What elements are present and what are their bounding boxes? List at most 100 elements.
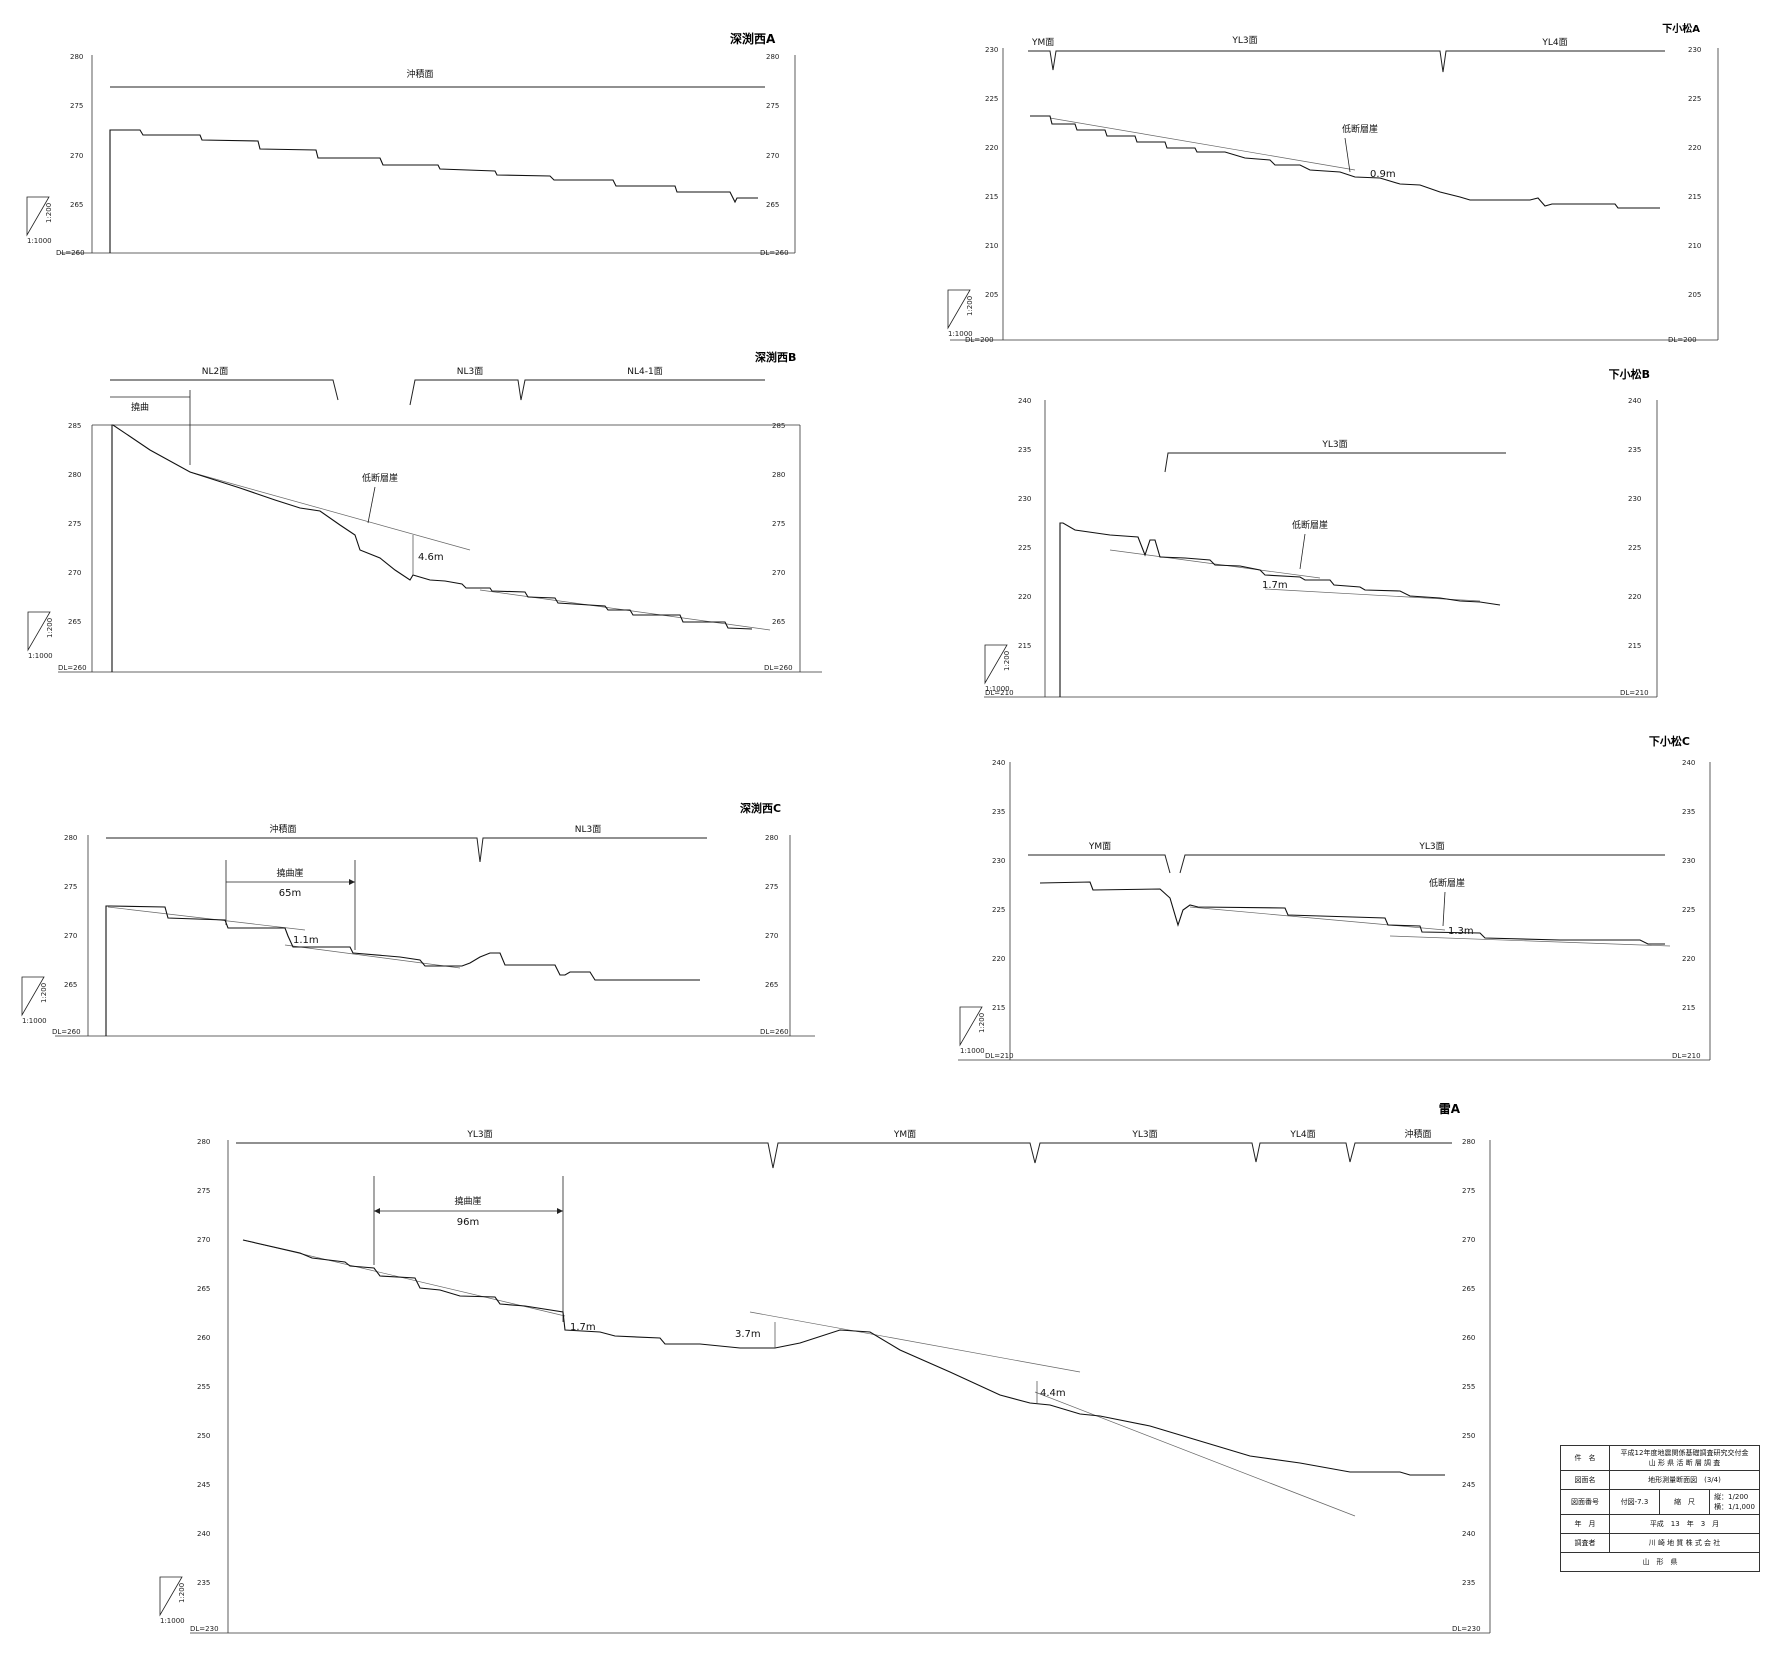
tick-label: 240	[1628, 397, 1641, 405]
datum-label: DL=210	[1620, 689, 1649, 697]
tick-label: 265	[765, 981, 778, 989]
profile-shimokomatsu-a: 下小松A 230 225 220 215 210 205 230 225 220…	[947, 22, 1719, 344]
surface-label: NL2面	[202, 366, 228, 377]
surveyor-value: 川 崎 地 質 株 式 会 社	[1648, 1539, 1721, 1547]
tick-label: 230	[992, 857, 1005, 865]
number-scale-cell: 付図-7.3 縮 尺 縦：1/200 横：1/1,000	[1610, 1490, 1759, 1514]
fault-scarp-label: 低断層崖	[1292, 519, 1328, 531]
tick-label: 260	[1462, 1334, 1475, 1342]
offset-label: 1.7m	[1262, 580, 1288, 591]
fault-extension-line	[1109, 549, 1321, 579]
fault-extension-line	[189, 471, 471, 551]
datum-label: DL=260	[52, 1028, 81, 1036]
ground-profile	[109, 129, 758, 253]
surface-label: YL4面	[1289, 1129, 1315, 1140]
surface-label: YL4面	[1541, 37, 1567, 48]
profile-title: 下小松A	[1662, 22, 1700, 35]
surface-label: YM面	[1088, 841, 1111, 852]
scale-triangle-icon: 1:200 1:1000	[27, 611, 54, 660]
surface-label: NL3面	[457, 366, 483, 377]
y-axis-ticks: 240 235 230 225 220 215 240 235 230 225 …	[1018, 397, 1641, 650]
annotation-arrow	[1442, 891, 1446, 927]
flexure-label: 撓曲崖	[276, 867, 303, 879]
tick-label: 265	[1462, 1285, 1475, 1293]
surface-label: YL3面	[1321, 439, 1347, 450]
surface-label: YL3面	[466, 1129, 492, 1140]
tick-label: 215	[985, 193, 998, 201]
surface-label: YL3面	[1418, 841, 1444, 852]
tick-label: 225	[1018, 544, 1031, 552]
tick-label: 280	[68, 471, 81, 479]
drawing-value: 地形測量断面図 (3/4)	[1648, 1476, 1721, 1484]
y-axis-ticks: 280 275 270 265 260 255 250 245 240 235 …	[197, 1138, 1475, 1587]
profile-title: 下小松C	[1649, 734, 1690, 748]
y-axis-ticks: 280 275 270 265 280 275 270 265	[64, 834, 778, 989]
client-value: 山 形 県	[1642, 1558, 1678, 1566]
tick-label: 225	[1628, 544, 1641, 552]
tick-label: 265	[197, 1285, 210, 1293]
tick-label: 250	[197, 1432, 210, 1440]
datum-label: DL=260	[760, 1028, 789, 1036]
fault-extension-line	[107, 906, 306, 931]
scale-triangle-icon: 1:200 1:1000	[159, 1576, 186, 1625]
tick-label: 285	[68, 422, 81, 430]
flexure-label: 撓曲崖	[454, 1195, 481, 1207]
tick-label: 230	[1018, 495, 1031, 503]
dimension-label: 65m	[279, 888, 301, 899]
tick-label: 275	[772, 520, 785, 528]
surface-line	[110, 379, 339, 401]
tick-label: 235	[1018, 446, 1031, 454]
tick-label: 230	[985, 46, 998, 54]
tick-label: 225	[1688, 95, 1701, 103]
profile-title: 深渕西B	[755, 350, 796, 364]
tick-label: 215	[1018, 642, 1031, 650]
arrowhead-icon	[557, 1208, 563, 1214]
title-block-row-drawing: 図面名 地形測量断面図 (3/4)	[1561, 1471, 1759, 1490]
date-value: 平成 13 年 3 月	[1649, 1520, 1720, 1528]
tick-label: 240	[197, 1530, 210, 1538]
y-axis-ticks: 230 225 220 215 210 205 230 225 220 215 …	[985, 46, 1701, 299]
surface-label: YM面	[1031, 37, 1054, 48]
tick-label: 220	[1018, 593, 1031, 601]
tick-label: 215	[1688, 193, 1701, 201]
tick-label: 275	[765, 883, 778, 891]
surface-line	[1179, 854, 1665, 874]
tick-label: 280	[765, 834, 778, 842]
horizontal-scale-label: 1:1000	[27, 237, 52, 245]
tick-label: 270	[765, 932, 778, 940]
project-label: 件 名	[1561, 1446, 1610, 1470]
vertical-scale-label: 1:200	[45, 203, 53, 223]
tick-label: 275	[766, 102, 779, 110]
profile-shimokomatsu-c: 下小松C 240 235 230 225 220 215 240 235 230…	[958, 734, 1711, 1061]
tick-label: 220	[985, 144, 998, 152]
offset-label: 0.9m	[1370, 169, 1396, 180]
title-block-row-date: 年 月 平成 13 年 3 月	[1561, 1515, 1759, 1534]
tick-label: 280	[70, 53, 83, 61]
tick-label: 220	[1688, 144, 1701, 152]
project-value: 平成12年度地震関係基礎調査研究交付金 山 形 県 活 断 層 調 査	[1620, 1449, 1749, 1467]
tick-label: 220	[1682, 955, 1695, 963]
tick-label: 230	[1628, 495, 1641, 503]
surface-line	[1028, 854, 1171, 874]
fault-extension-line	[1034, 1391, 1356, 1517]
drawing-label: 図面名	[1561, 1471, 1610, 1489]
datum-label: DL=260	[764, 664, 793, 672]
ground-profile	[1030, 115, 1660, 209]
tick-label: 240	[1462, 1530, 1475, 1538]
tick-label: 225	[992, 906, 1005, 914]
tick-label: 245	[1462, 1481, 1475, 1489]
tick-label: 270	[1462, 1236, 1475, 1244]
profile-title: 下小松B	[1609, 367, 1650, 381]
tick-label: 245	[197, 1481, 210, 1489]
offset-label: 4.6m	[418, 552, 444, 563]
profile-fukabuchi-nishi-c: 深渕西C 280 275 270 265 280 275 270 265 DL=…	[21, 801, 815, 1037]
profile-fukabuchi-nishi-b: 深渕西B 285 280 275 270 265 285 280 275 270…	[27, 350, 822, 673]
offset-label: 1.1m	[293, 935, 319, 946]
number-label: 図面番号	[1561, 1490, 1610, 1514]
fault-extension-line	[749, 1311, 1081, 1373]
tick-label: 270	[197, 1236, 210, 1244]
tick-label: 275	[68, 520, 81, 528]
vertical-scale-label: 1:200	[978, 1013, 986, 1033]
scale-triangle-icon: 1:200 1:1000	[947, 289, 974, 338]
ground-profile	[105, 905, 700, 1036]
